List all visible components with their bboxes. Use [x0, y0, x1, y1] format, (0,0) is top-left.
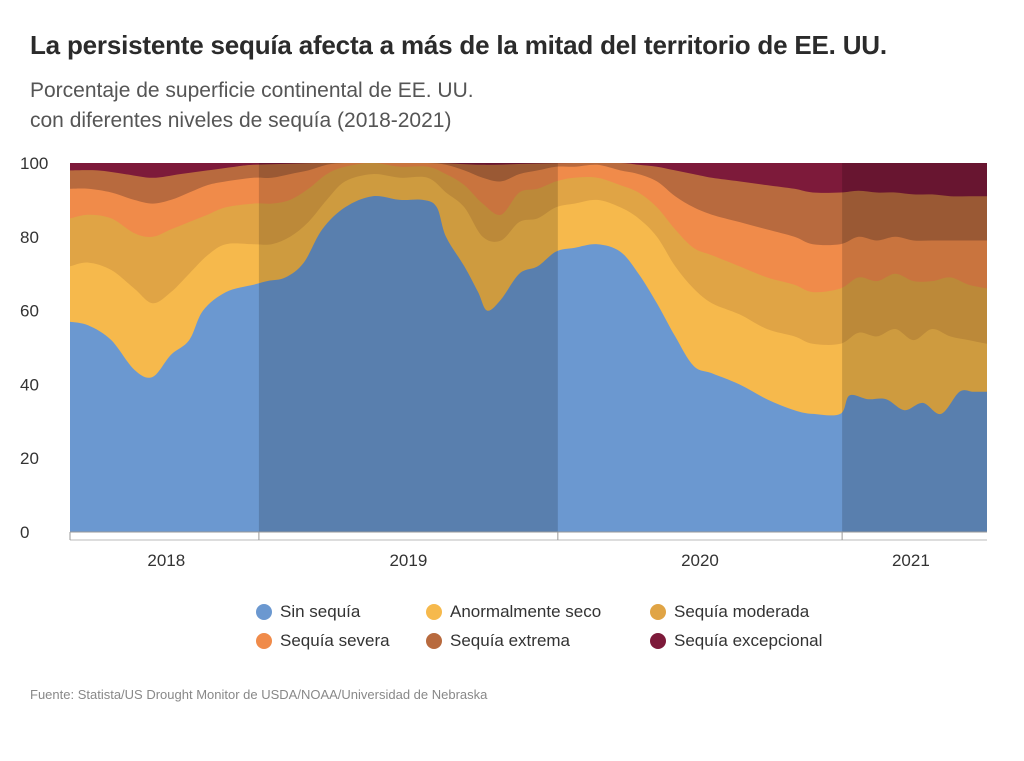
- legend-swatch: [256, 604, 272, 620]
- y-tick-label-0: 0: [20, 523, 29, 542]
- year-band-2021: [842, 163, 987, 532]
- source-note: Fuente: Statista/US Drought Monitor de U…: [30, 687, 488, 702]
- legend-label: Sequía severa: [280, 631, 390, 650]
- subtitle-line-2: con diferentes niveles de sequía (2018-2…: [30, 109, 452, 132]
- y-tick-label-20: 20: [20, 449, 39, 468]
- legend-item-anormalmente-seco: Anormalmente seco: [426, 602, 601, 622]
- area-layers: [70, 163, 987, 532]
- year-band-2019: [258, 163, 558, 532]
- area-sin-sequía: [70, 195, 987, 532]
- x-tick-label-2021: 2021: [892, 551, 930, 570]
- legend-swatch: [256, 633, 272, 649]
- legend-label: Anormalmente seco: [450, 602, 602, 621]
- legend-item-sequía-extrema: Sequía extrema: [426, 631, 570, 651]
- y-tick-label-100: 100: [20, 154, 48, 173]
- y-tick-label-40: 40: [20, 375, 39, 394]
- legend-label: Sequía moderada: [674, 602, 810, 621]
- subtitle-line-1: Porcentaje de superficie continental de …: [30, 79, 474, 102]
- y-tick-label-80: 80: [20, 228, 39, 247]
- drought-area-chart: 0 20 40 60 80 100 2018 2019 2020 2021: [20, 154, 987, 570]
- x-tick-label-2018: 2018: [147, 551, 185, 570]
- legend-item-sequía-moderada: Sequía moderada: [650, 602, 809, 622]
- legend-item-sequía-severa: Sequía severa: [256, 631, 390, 651]
- legend-swatch: [426, 633, 442, 649]
- legend-item-sin-sequía: Sin sequía: [256, 602, 360, 622]
- legend-item-sequía-excepcional: Sequía excepcional: [650, 631, 822, 651]
- x-tick-label-2020: 2020: [681, 551, 719, 570]
- legend-label: Sin sequía: [280, 602, 361, 621]
- chart-subtitle: Porcentaje de superficie continental de …: [30, 76, 474, 136]
- chart-title: La persistente sequía afecta a más de la…: [30, 30, 887, 60]
- legend-swatch: [426, 604, 442, 620]
- y-tick-label-60: 60: [20, 302, 39, 321]
- legend-swatch: [650, 633, 666, 649]
- legend-label: Sequía excepcional: [674, 631, 823, 650]
- legend-swatch: [650, 604, 666, 620]
- x-tick-label-2019: 2019: [389, 551, 427, 570]
- legend-label: Sequía extrema: [450, 631, 571, 650]
